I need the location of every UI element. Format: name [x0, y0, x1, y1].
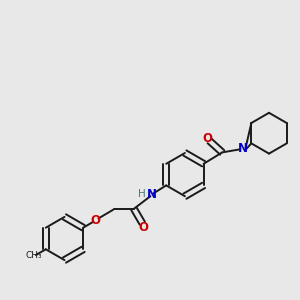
Text: O: O: [138, 221, 148, 234]
Text: N: N: [147, 188, 157, 201]
Text: O: O: [202, 132, 212, 145]
Text: CH₃: CH₃: [26, 251, 42, 260]
Text: H: H: [138, 189, 146, 199]
Text: O: O: [91, 214, 101, 227]
Text: N: N: [238, 142, 248, 155]
